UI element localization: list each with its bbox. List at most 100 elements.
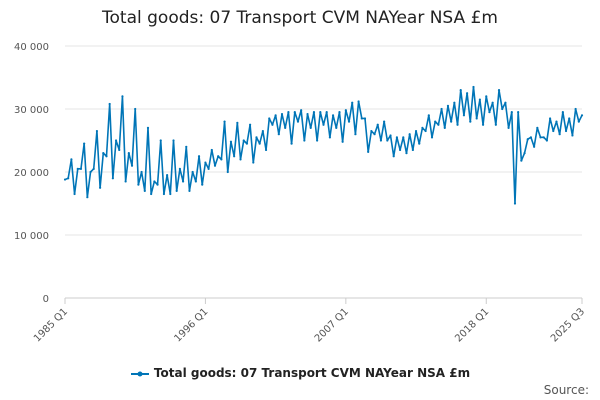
data-point[interactable] bbox=[354, 133, 357, 136]
data-point[interactable] bbox=[459, 89, 462, 92]
data-point[interactable] bbox=[175, 189, 178, 192]
data-point[interactable] bbox=[545, 139, 549, 142]
data-point[interactable] bbox=[478, 98, 481, 101]
data-point[interactable] bbox=[363, 117, 367, 120]
data-point[interactable] bbox=[166, 174, 169, 177]
data-point[interactable] bbox=[577, 120, 580, 123]
data-point[interactable] bbox=[357, 100, 360, 103]
data-point[interactable] bbox=[280, 112, 284, 116]
data-point[interactable] bbox=[271, 123, 274, 126]
data-point[interactable] bbox=[73, 192, 76, 196]
data-point[interactable] bbox=[453, 101, 456, 104]
data-point[interactable] bbox=[137, 183, 140, 186]
data-point[interactable] bbox=[529, 136, 533, 139]
data-point[interactable] bbox=[379, 139, 383, 142]
data-point[interactable] bbox=[79, 167, 83, 170]
data-point[interactable] bbox=[162, 192, 166, 196]
data-point[interactable] bbox=[223, 120, 226, 123]
data-point[interactable] bbox=[392, 155, 395, 158]
data-point[interactable] bbox=[347, 120, 351, 123]
data-point[interactable] bbox=[462, 114, 466, 117]
data-point[interactable] bbox=[293, 111, 296, 114]
data-point[interactable] bbox=[322, 123, 325, 126]
data-point[interactable] bbox=[398, 148, 402, 152]
data-point[interactable] bbox=[501, 107, 504, 111]
data-point[interactable] bbox=[83, 142, 86, 145]
data-point[interactable] bbox=[249, 123, 252, 126]
data-point[interactable] bbox=[258, 142, 261, 145]
data-point[interactable] bbox=[395, 136, 398, 139]
data-point[interactable] bbox=[63, 178, 67, 181]
data-point[interactable] bbox=[268, 117, 271, 120]
data-point[interactable] bbox=[533, 145, 536, 148]
data-point[interactable] bbox=[181, 180, 185, 183]
data-point[interactable] bbox=[255, 136, 258, 139]
data-point[interactable] bbox=[89, 170, 92, 174]
data-point[interactable] bbox=[67, 177, 70, 180]
data-point[interactable] bbox=[102, 152, 105, 155]
data-point[interactable] bbox=[481, 123, 485, 126]
data-point[interactable] bbox=[539, 136, 542, 139]
data-point[interactable] bbox=[217, 155, 220, 158]
data-point[interactable] bbox=[491, 101, 494, 104]
data-point[interactable] bbox=[118, 148, 121, 152]
data-point[interactable] bbox=[261, 129, 264, 133]
data-point[interactable] bbox=[568, 117, 571, 120]
data-point[interactable] bbox=[421, 126, 424, 129]
data-point[interactable] bbox=[213, 164, 217, 167]
data-point[interactable] bbox=[571, 134, 574, 137]
data-point[interactable] bbox=[239, 158, 242, 161]
data-point[interactable] bbox=[344, 109, 347, 112]
data-point[interactable] bbox=[92, 167, 95, 170]
data-point[interactable] bbox=[389, 134, 392, 137]
data-point[interactable] bbox=[325, 111, 328, 114]
data-point[interactable] bbox=[236, 121, 239, 124]
data-point[interactable] bbox=[434, 120, 437, 123]
data-point[interactable] bbox=[229, 140, 233, 143]
data-point[interactable] bbox=[373, 133, 376, 136]
data-point[interactable] bbox=[130, 164, 134, 167]
data-point[interactable] bbox=[169, 192, 172, 196]
data-point[interactable] bbox=[427, 114, 430, 117]
data-point[interactable] bbox=[466, 92, 469, 95]
data-point[interactable] bbox=[207, 167, 210, 170]
data-point[interactable] bbox=[526, 138, 529, 141]
data-point[interactable] bbox=[517, 111, 520, 114]
data-point[interactable] bbox=[111, 177, 114, 180]
data-point[interactable] bbox=[437, 123, 440, 126]
data-point[interactable] bbox=[351, 101, 354, 104]
data-point[interactable] bbox=[188, 189, 191, 192]
data-point[interactable] bbox=[150, 192, 153, 196]
legend[interactable]: Total goods: 07 Transport CVM NAYear NSA… bbox=[0, 366, 600, 380]
data-point[interactable] bbox=[127, 152, 130, 155]
data-point[interactable] bbox=[386, 139, 389, 142]
data-point[interactable] bbox=[488, 111, 491, 114]
data-point[interactable] bbox=[146, 126, 150, 129]
data-point[interactable] bbox=[367, 150, 370, 153]
data-point[interactable] bbox=[485, 95, 488, 98]
data-point[interactable] bbox=[95, 129, 99, 133]
data-point[interactable] bbox=[494, 123, 497, 126]
data-point[interactable] bbox=[252, 161, 255, 164]
data-point[interactable] bbox=[536, 126, 539, 129]
data-point[interactable] bbox=[124, 180, 127, 183]
data-point[interactable] bbox=[312, 111, 316, 114]
data-point[interactable] bbox=[402, 136, 405, 139]
data-point[interactable] bbox=[510, 111, 513, 114]
data-point[interactable] bbox=[328, 136, 331, 139]
data-point[interactable] bbox=[296, 120, 300, 123]
data-point[interactable] bbox=[290, 142, 293, 145]
data-point[interactable] bbox=[140, 170, 143, 174]
data-point[interactable] bbox=[185, 145, 188, 148]
data-point[interactable] bbox=[242, 139, 245, 142]
data-point[interactable] bbox=[319, 111, 322, 114]
data-point[interactable] bbox=[204, 161, 207, 164]
data-point[interactable] bbox=[86, 196, 89, 199]
data-point[interactable] bbox=[264, 148, 268, 152]
data-point[interactable] bbox=[542, 136, 545, 139]
data-point[interactable] bbox=[277, 133, 280, 136]
data-point[interactable] bbox=[564, 129, 568, 133]
data-point[interactable] bbox=[552, 129, 555, 133]
data-point[interactable] bbox=[360, 117, 363, 120]
data-point[interactable] bbox=[580, 114, 584, 117]
